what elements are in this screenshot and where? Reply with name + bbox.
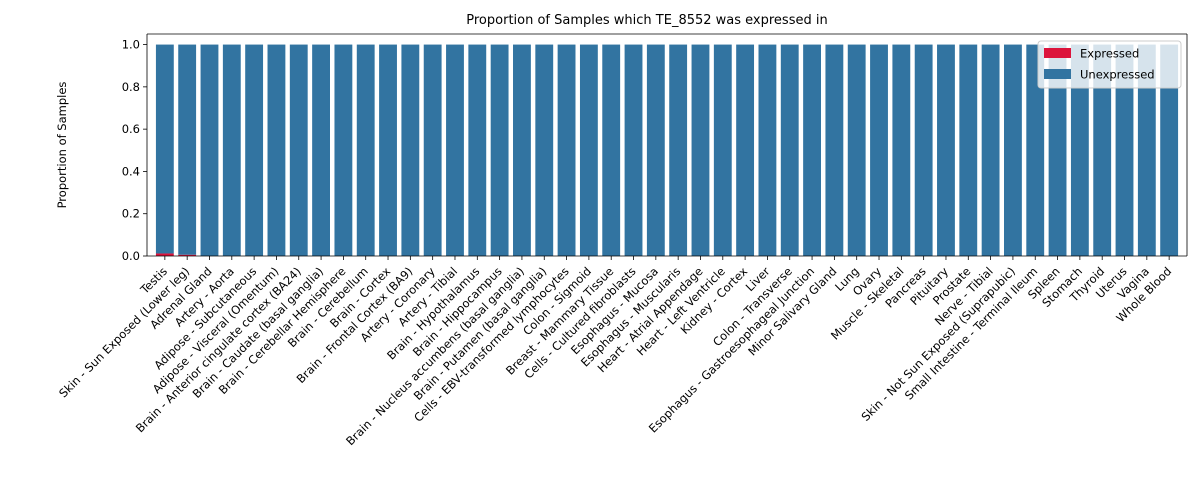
bar-unexpressed-20 [602,44,621,256]
bar-unexpressed-41 [1070,44,1089,256]
bar-unexpressed-3 [222,44,241,256]
y-tick-label-3: 0.6 [122,122,140,136]
bar-unexpressed-19 [579,44,598,256]
bar-unexpressed-34 [914,44,933,256]
bar-unexpressed-6 [289,44,308,256]
y-tick-label-4: 0.8 [122,80,140,94]
axes-group [146,33,1188,257]
y-axis-label: Proportion of Samples [55,82,69,209]
legend-swatch-unexpressed [1044,69,1071,79]
bar-expressed-0 [155,253,174,256]
bar-unexpressed-30 [825,44,844,256]
bar-unexpressed-10 [379,44,397,256]
bar-unexpressed-31 [847,44,866,256]
bar-unexpressed-7 [312,44,330,256]
bar-unexpressed-43 [1115,44,1134,256]
bar-unexpressed-11 [401,44,420,256]
bar-unexpressed-44 [1137,44,1156,256]
bar-unexpressed-18 [557,44,576,256]
bar-unexpressed-36 [959,44,978,256]
legend-swatch-expressed [1044,48,1071,58]
bar-unexpressed-5 [267,44,286,256]
bar-unexpressed-33 [892,44,911,256]
bar-unexpressed-21 [624,44,643,256]
bar-unexpressed-28 [780,44,799,256]
legend-frame [1037,40,1182,89]
bar-unexpressed-2 [200,44,219,256]
bar-unexpressed-38 [1004,44,1022,256]
legend-label-unexpressed: Unexpressed [1080,68,1155,82]
bar-unexpressed-9 [356,44,375,256]
legend: Expressed Unexpressed [1037,40,1182,89]
bar-unexpressed-23 [669,44,688,256]
bar-unexpressed-4 [245,44,264,256]
bar-unexpressed-16 [513,44,531,256]
bar-unexpressed-0 [155,44,174,254]
bar-unexpressed-8 [334,44,353,256]
bar-unexpressed-37 [981,44,1000,256]
bar-unexpressed-42 [1093,44,1112,256]
bar-unexpressed-27 [758,44,777,256]
bar-unexpressed-39 [1026,44,1045,256]
bar-unexpressed-22 [646,44,665,256]
y-ticks-group: 0.0 0.2 0.4 0.6 0.8 1.0 [122,38,147,263]
bar-unexpressed-45 [1160,44,1179,256]
bar-unexpressed-17 [535,44,554,256]
bar-unexpressed-14 [468,44,487,256]
legend-label-expressed: Expressed [1080,47,1139,61]
bar-expressed-1 [178,254,197,256]
bar-unexpressed-29 [803,44,821,256]
bars-group [155,44,1179,256]
bar-unexpressed-13 [446,44,464,256]
bar-unexpressed-26 [736,44,755,256]
bar-unexpressed-40 [1048,44,1067,256]
y-tick-label-0: 0.0 [122,249,140,263]
bar-unexpressed-32 [870,44,888,256]
y-tick-label-2: 0.4 [122,164,140,178]
bar-unexpressed-24 [691,44,710,256]
chart-title: Proportion of Samples which TE_8552 was … [466,13,827,28]
bar-unexpressed-35 [937,44,955,256]
bar-unexpressed-25 [713,44,732,256]
bar-unexpressed-1 [178,44,197,255]
bar-unexpressed-15 [490,44,509,256]
bar-unexpressed-12 [423,44,442,256]
y-tick-label-1: 0.2 [122,207,140,221]
y-tick-label-5: 1.0 [122,38,140,52]
